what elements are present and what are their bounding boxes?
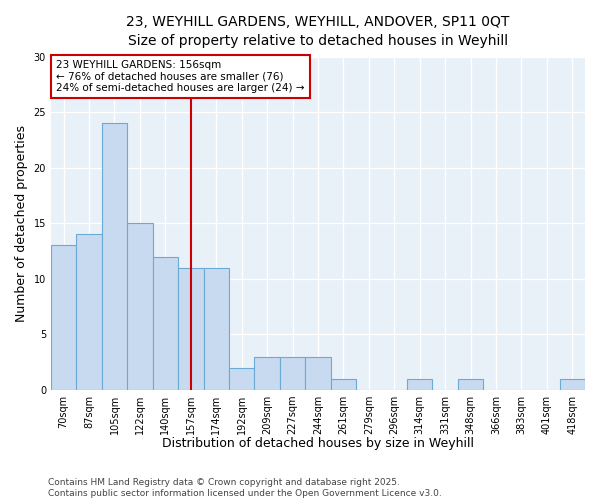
- Bar: [305, 356, 331, 390]
- Title: 23, WEYHILL GARDENS, WEYHILL, ANDOVER, SP11 0QT
Size of property relative to det: 23, WEYHILL GARDENS, WEYHILL, ANDOVER, S…: [126, 15, 509, 48]
- Bar: [458, 379, 483, 390]
- Bar: [229, 368, 254, 390]
- Bar: [254, 356, 280, 390]
- X-axis label: Distribution of detached houses by size in Weyhill: Distribution of detached houses by size …: [162, 437, 474, 450]
- Bar: [280, 356, 305, 390]
- Bar: [127, 223, 152, 390]
- Text: Contains HM Land Registry data © Crown copyright and database right 2025.
Contai: Contains HM Land Registry data © Crown c…: [48, 478, 442, 498]
- Bar: [331, 379, 356, 390]
- Bar: [51, 246, 76, 390]
- Bar: [560, 379, 585, 390]
- Y-axis label: Number of detached properties: Number of detached properties: [15, 124, 28, 322]
- Text: 23 WEYHILL GARDENS: 156sqm
← 76% of detached houses are smaller (76)
24% of semi: 23 WEYHILL GARDENS: 156sqm ← 76% of deta…: [56, 60, 305, 93]
- Bar: [203, 268, 229, 390]
- Bar: [407, 379, 433, 390]
- Bar: [102, 124, 127, 390]
- Bar: [178, 268, 203, 390]
- Bar: [152, 256, 178, 390]
- Bar: [76, 234, 102, 390]
